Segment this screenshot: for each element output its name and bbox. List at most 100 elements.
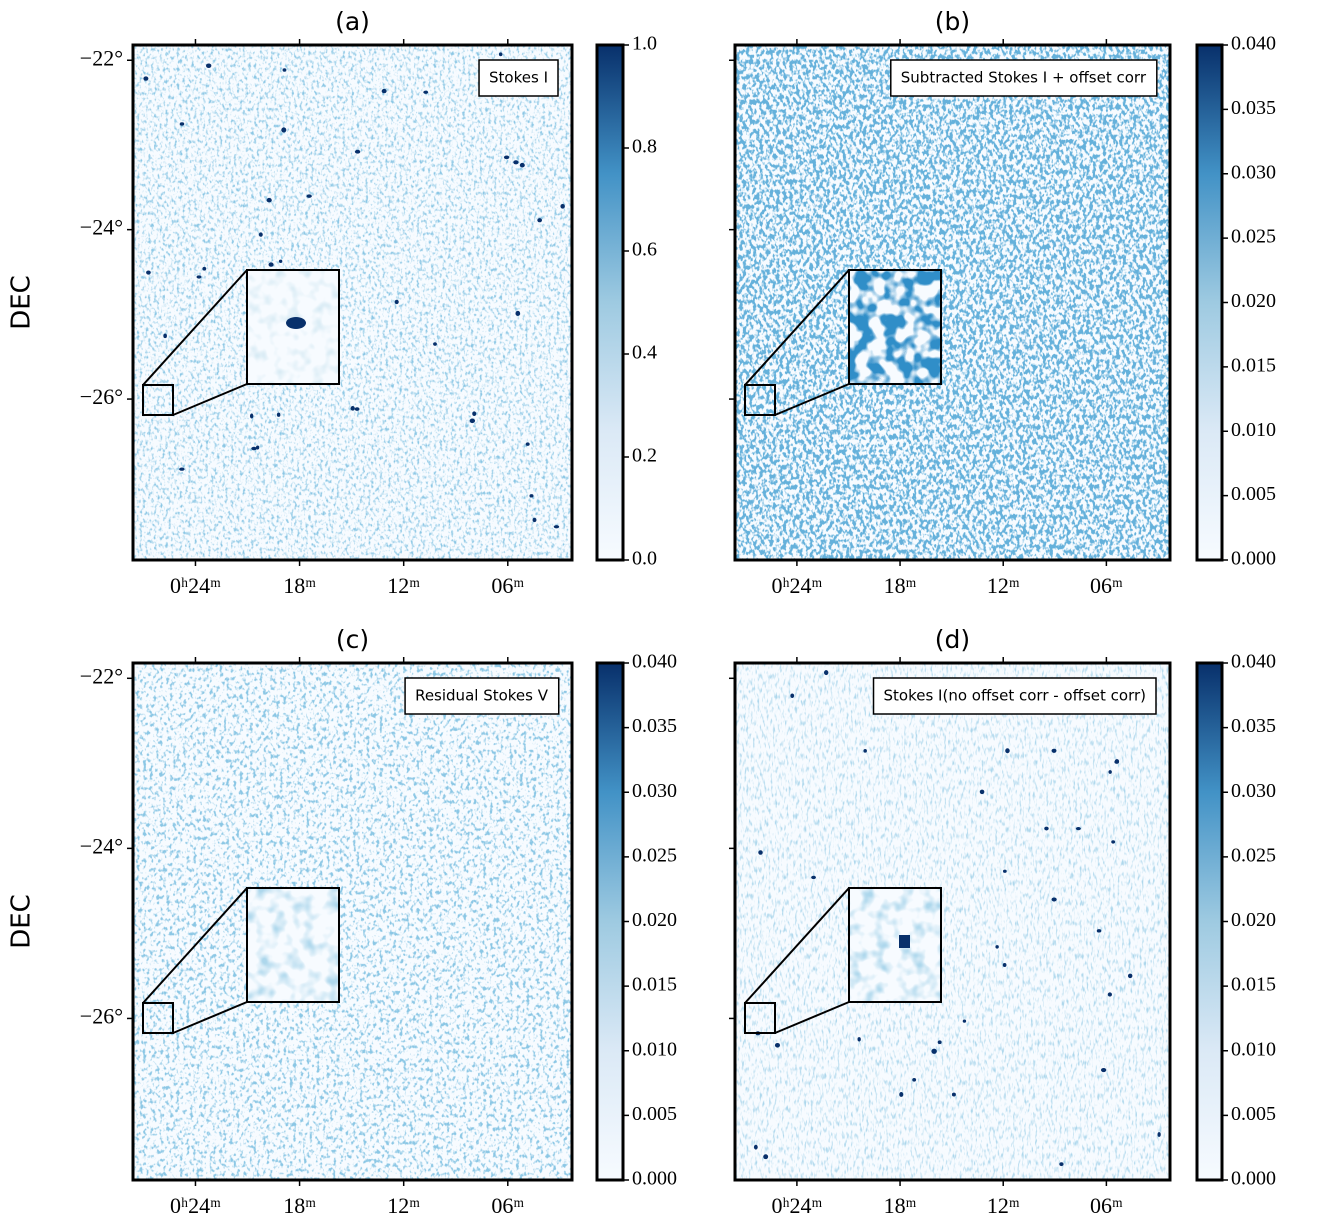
source-dot xyxy=(513,160,518,164)
x-tick-label: 18ᵐ xyxy=(283,1193,316,1218)
source-dot xyxy=(1003,870,1007,873)
source-dot xyxy=(1076,827,1081,830)
colorbar-tick-label: 0.6 xyxy=(632,239,657,261)
y-tick-label: −26° xyxy=(80,1003,123,1028)
colorbar-tick-label: 0.010 xyxy=(1231,1038,1276,1060)
source-dot xyxy=(143,76,148,80)
inset-source xyxy=(899,935,910,948)
source-dot xyxy=(811,876,816,879)
colorbar xyxy=(1197,45,1222,560)
x-tick-label: 12ᵐ xyxy=(387,1193,420,1218)
source-dot xyxy=(1115,759,1119,764)
source-dot xyxy=(1044,827,1048,831)
colorbar-tick-label: 0.035 xyxy=(1231,97,1276,119)
x-tick-label: 06ᵐ xyxy=(1090,573,1123,598)
colorbar xyxy=(597,663,623,1180)
source-dot xyxy=(1101,1068,1106,1072)
source-dot xyxy=(163,334,167,339)
y-tick-label: −24° xyxy=(80,215,123,240)
figure: (a) 0ʰ24ᵐ 18ᵐ 12ᵐ 06ᵐ −22° −24° −26° DEC Stokes I… xyxy=(0,0,1317,1227)
source-dot xyxy=(995,945,998,948)
source-dot xyxy=(197,275,202,278)
source-dot xyxy=(281,127,286,132)
source-dot xyxy=(824,670,828,675)
colorbar-tick-label: 0.040 xyxy=(632,651,677,673)
source-dot xyxy=(250,413,253,418)
colorbar-tick-label: 0.030 xyxy=(1231,161,1276,183)
inset-noise xyxy=(849,888,941,1002)
source-dot xyxy=(554,525,559,528)
source-dot xyxy=(1128,974,1132,979)
source-dot xyxy=(857,1037,860,1041)
colorbar-tick-label: 0.040 xyxy=(1231,651,1276,673)
y-axis-label: DEC xyxy=(7,275,37,330)
source-dot xyxy=(1052,897,1057,901)
source-dot xyxy=(529,494,533,497)
source-dot xyxy=(899,1092,903,1097)
y-tick-label: −22° xyxy=(80,45,123,70)
colorbar-tick-label: 0.000 xyxy=(1231,1168,1276,1190)
colorbar-tick-label: 0.020 xyxy=(1231,909,1276,931)
source-dot xyxy=(1003,963,1007,967)
source-dot xyxy=(533,518,537,522)
source-dot xyxy=(1158,1132,1161,1137)
source-dot xyxy=(251,447,257,450)
source-dot xyxy=(1111,840,1115,843)
x-tick-label: 0ʰ24ᵐ xyxy=(771,573,822,598)
source-dot xyxy=(560,204,564,209)
source-dot xyxy=(515,311,520,316)
colorbar-tick-label: 0.015 xyxy=(1231,974,1276,996)
source-dot xyxy=(355,407,360,411)
source-dot xyxy=(279,260,282,263)
x-tick-label: 0ʰ24ᵐ xyxy=(771,1193,822,1218)
panel-title: (a) xyxy=(335,7,370,36)
colorbar-tick-label: 0.025 xyxy=(632,844,677,866)
colorbar-tick-label: 0.005 xyxy=(1231,483,1276,505)
source-dot xyxy=(1108,770,1111,774)
source-dot xyxy=(283,68,287,72)
source-dot xyxy=(433,342,437,346)
source-dot xyxy=(259,232,263,236)
image-noise xyxy=(133,663,572,1180)
source-dot xyxy=(790,693,794,698)
inset-noise xyxy=(849,270,941,384)
colorbar-tick-label: 0.015 xyxy=(1231,354,1276,376)
image-noise xyxy=(735,45,1170,560)
source-dot xyxy=(763,1154,768,1159)
source-dot xyxy=(146,270,151,274)
source-dot xyxy=(863,749,866,753)
image-noise xyxy=(735,663,1170,1180)
source-dot xyxy=(775,1043,780,1048)
legend-label: Stokes I(no offset corr - offset corr) xyxy=(884,687,1146,705)
source-dot xyxy=(382,89,387,93)
panel-title: (c) xyxy=(336,625,369,654)
x-tick-label: 06ᵐ xyxy=(1090,1193,1123,1218)
source-dot xyxy=(267,198,272,202)
x-tick-label: 12ᵐ xyxy=(387,573,420,598)
x-tick-label: 18ᵐ xyxy=(884,573,917,598)
colorbar-tick-label: 0.025 xyxy=(1231,226,1276,248)
colorbar-tick-label: 0.035 xyxy=(1231,715,1276,737)
colorbar-tick-label: 0.010 xyxy=(632,1038,677,1060)
source-dot xyxy=(1108,992,1112,996)
colorbar-tick-label: 0.020 xyxy=(632,909,677,931)
source-dot xyxy=(351,406,355,411)
source-dot xyxy=(180,122,185,125)
x-tick-label: 0ʰ24ᵐ xyxy=(170,573,221,598)
source-dot xyxy=(256,446,259,450)
colorbar-tick-label: 0.030 xyxy=(1231,780,1276,802)
colorbar-tick-label: 0.000 xyxy=(632,1168,677,1190)
y-tick-label: −26° xyxy=(80,384,123,409)
source-dot xyxy=(395,300,399,304)
source-dot xyxy=(470,419,475,424)
x-tick-label: 18ᵐ xyxy=(283,573,316,598)
colorbar-tick-label: 0.030 xyxy=(632,780,677,802)
x-tick-label: 12ᵐ xyxy=(987,1193,1020,1218)
source-dot xyxy=(938,1040,942,1044)
source-dot xyxy=(520,163,525,168)
colorbar-tick-label: 0.020 xyxy=(1231,290,1276,312)
source-dot xyxy=(1052,749,1057,753)
source-dot xyxy=(1059,1162,1063,1166)
source-dot xyxy=(277,413,281,417)
colorbar xyxy=(597,45,623,560)
